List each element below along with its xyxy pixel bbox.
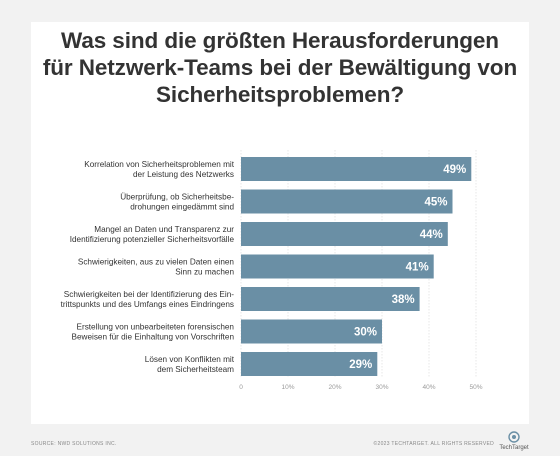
category-label: dem Sicherheitsteam: [157, 365, 234, 374]
category-label: Schwierigkeiten bei der Identifizierung …: [64, 290, 234, 299]
x-tick-label: 40%: [422, 384, 435, 391]
category-label: Identifizierung potenzieller Sicherheits…: [70, 235, 235, 244]
category-label: Beweisen für die Einhaltung von Vorschri…: [72, 333, 235, 342]
copyright-note: ©2023 TECHTARGET. ALL RIGHTS RESERVED: [373, 441, 494, 447]
category-label: drohungen eingedämmt sind: [130, 203, 234, 212]
x-tick-label: 20%: [328, 384, 341, 391]
bar: [241, 352, 378, 376]
bar: [241, 222, 448, 246]
title-line-3: Sicherheitsproblemen?: [156, 82, 404, 107]
title-line-2: für Netzwerk-Teams bei der Bewältigung v…: [42, 55, 518, 80]
bar-value-label: 45%: [424, 197, 447, 209]
bar: [241, 287, 420, 311]
techtarget-logo-icon: TechTarget: [499, 431, 529, 451]
category-label: Mangel an Daten und Transparenz zur: [94, 225, 234, 234]
bar-value-label: 38%: [392, 294, 415, 306]
bar: [241, 319, 382, 344]
x-tick-label: 10%: [281, 384, 294, 391]
bar-value-label: 49%: [443, 164, 466, 176]
chart-title: Was sind die größten Herausforderungen f…: [0, 27, 560, 108]
bar: [241, 189, 453, 214]
category-label: Korrelation von Sicherheitsproblemen mit: [84, 160, 234, 169]
x-tick-label: 30%: [375, 384, 388, 391]
bar-value-label: 30%: [354, 327, 377, 339]
category-label: Erstellung von unbearbeiteten forensisch…: [77, 323, 235, 332]
category-label: Überprüfung, ob Sicherheitsbe-: [120, 192, 234, 202]
x-tick-label: 0: [239, 384, 243, 391]
source-note: SOURCE: NWD SOLUTIONS INC.: [31, 441, 117, 447]
bar: [241, 254, 434, 279]
category-label: der Leistung des Netzwerks: [133, 170, 234, 179]
bar-value-label: 44%: [420, 229, 443, 241]
category-label: Lösen von Konflikten mit: [145, 355, 235, 364]
category-label: Schwierigkeiten, aus zu vielen Daten ein…: [78, 258, 235, 267]
bar: [241, 157, 472, 181]
bar-value-label: 29%: [349, 359, 372, 371]
title-line-1: Was sind die größten Herausforderungen: [61, 28, 499, 53]
bar-value-label: 41%: [406, 262, 429, 274]
category-label: Sinn zu machen: [175, 268, 234, 277]
category-label: trittspunkts und des Umfangs eines Eindr…: [61, 300, 234, 309]
logo-text: TechTarget: [499, 445, 529, 451]
x-tick-label: 50%: [469, 384, 482, 391]
